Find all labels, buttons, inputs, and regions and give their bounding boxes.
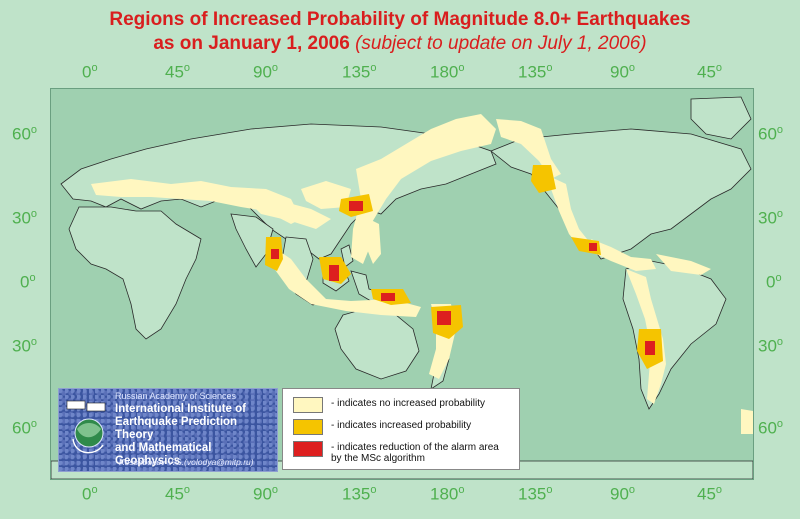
zone-izu-bonin bbox=[367, 219, 381, 264]
lon-label-bottom-135w: 135o bbox=[518, 484, 553, 504]
greenland bbox=[690, 96, 752, 140]
india bbox=[230, 213, 274, 268]
lat-label-right-0: 0o bbox=[766, 272, 782, 292]
legend-swatch-reduction bbox=[293, 441, 323, 457]
lon-label-top-90: 90o bbox=[253, 62, 279, 82]
msc-chile bbox=[645, 341, 655, 355]
legend-label-no-increase: - indicates no increased probability bbox=[331, 398, 485, 409]
zone-south-sandwich bbox=[741, 409, 753, 434]
map-title: Regions of Increased Probability of Magn… bbox=[0, 8, 800, 56]
lat-label-right-30s: 30o bbox=[758, 336, 784, 356]
lat-label-left-30s: 30o bbox=[12, 336, 38, 356]
lon-label-top-45: 45o bbox=[165, 62, 191, 82]
legend-swatch-increased bbox=[293, 419, 323, 435]
alarm-alaska bbox=[531, 165, 556, 193]
institute-name-line-3: and Mathematical Geophysics bbox=[115, 442, 212, 467]
africa bbox=[68, 206, 202, 340]
title-date: as on January 1, 2006 bbox=[153, 33, 356, 54]
zone-aleutians-alaska bbox=[496, 119, 561, 179]
lon-label-top-135w: 135o bbox=[518, 62, 553, 82]
institute-name: International Institute of Earthquake Pr… bbox=[115, 403, 275, 468]
zone-western-pacific bbox=[351, 114, 496, 264]
institute-name-line-1: International Institute of bbox=[115, 403, 246, 415]
legend-label-increased: - indicates increased probability bbox=[331, 420, 472, 431]
lat-label-left-60s: 60o bbox=[12, 418, 38, 438]
zones-reduction bbox=[271, 201, 655, 355]
msc-sumatra bbox=[271, 249, 279, 259]
lon-label-top-180: 180o bbox=[430, 62, 465, 82]
lon-label-bottom-0: 0o bbox=[82, 484, 98, 504]
lon-label-top-90w: 90o bbox=[610, 62, 636, 82]
lon-label-top-45w: 45o bbox=[697, 62, 723, 82]
map-legend: - indicates no increased probability - i… bbox=[282, 388, 520, 470]
msc-philippines bbox=[329, 265, 339, 281]
legend-label-reduction: - indicates reduction of the alarm area … bbox=[331, 442, 499, 464]
north-america bbox=[490, 128, 752, 260]
lon-label-bottom-45w: 45o bbox=[697, 484, 723, 504]
lon-label-bottom-135: 135o bbox=[342, 484, 377, 504]
lat-label-right-30n: 30o bbox=[758, 208, 784, 228]
lon-label-bottom-180: 180o bbox=[430, 484, 465, 504]
lat-label-right-60n: 60o bbox=[758, 124, 784, 144]
msc-japan bbox=[349, 201, 363, 211]
zone-cascadia bbox=[551, 177, 591, 249]
lon-label-top-135: 135o bbox=[342, 62, 377, 82]
msc-new-guinea bbox=[381, 293, 395, 301]
zone-andes bbox=[626, 269, 666, 404]
academy-label: Russian Academy of Sciences bbox=[115, 391, 237, 401]
title-update-note: (subject to update on July 1, 2006) bbox=[355, 33, 647, 54]
lat-label-left-0: 0o bbox=[20, 272, 36, 292]
zone-caribbean bbox=[656, 254, 711, 275]
title-line-1: Regions of Increased Probability of Magn… bbox=[109, 9, 691, 30]
institute-logo bbox=[66, 400, 106, 454]
lat-label-right-60s: 60o bbox=[758, 418, 784, 438]
lon-label-top-0: 0o bbox=[82, 62, 98, 82]
zone-himalaya bbox=[241, 194, 331, 229]
lon-label-bottom-45: 45o bbox=[165, 484, 191, 504]
lon-label-bottom-90: 90o bbox=[253, 484, 279, 504]
author-credit: Kossobokov V.G.(volodya@mitp.ru) bbox=[119, 457, 254, 467]
institute-panel: Russian Academy of Sciences Internationa… bbox=[58, 388, 278, 472]
legend-swatch-no-increase bbox=[293, 397, 323, 413]
zone-central-america bbox=[591, 239, 656, 271]
philippines bbox=[340, 244, 354, 268]
title-line-2: as on January 1, 2006 (subject to update… bbox=[0, 32, 800, 56]
msc-central-america bbox=[589, 243, 597, 251]
lon-label-bottom-90w: 90o bbox=[610, 484, 636, 504]
zone-china bbox=[301, 181, 351, 209]
lat-label-left-60n: 60o bbox=[12, 124, 38, 144]
zone-alpide bbox=[91, 179, 301, 224]
msc-vanuatu bbox=[437, 311, 451, 325]
institute-name-line-2: Earthquake Prediction Theory bbox=[115, 416, 238, 441]
lat-label-left-30n: 30o bbox=[12, 208, 38, 228]
